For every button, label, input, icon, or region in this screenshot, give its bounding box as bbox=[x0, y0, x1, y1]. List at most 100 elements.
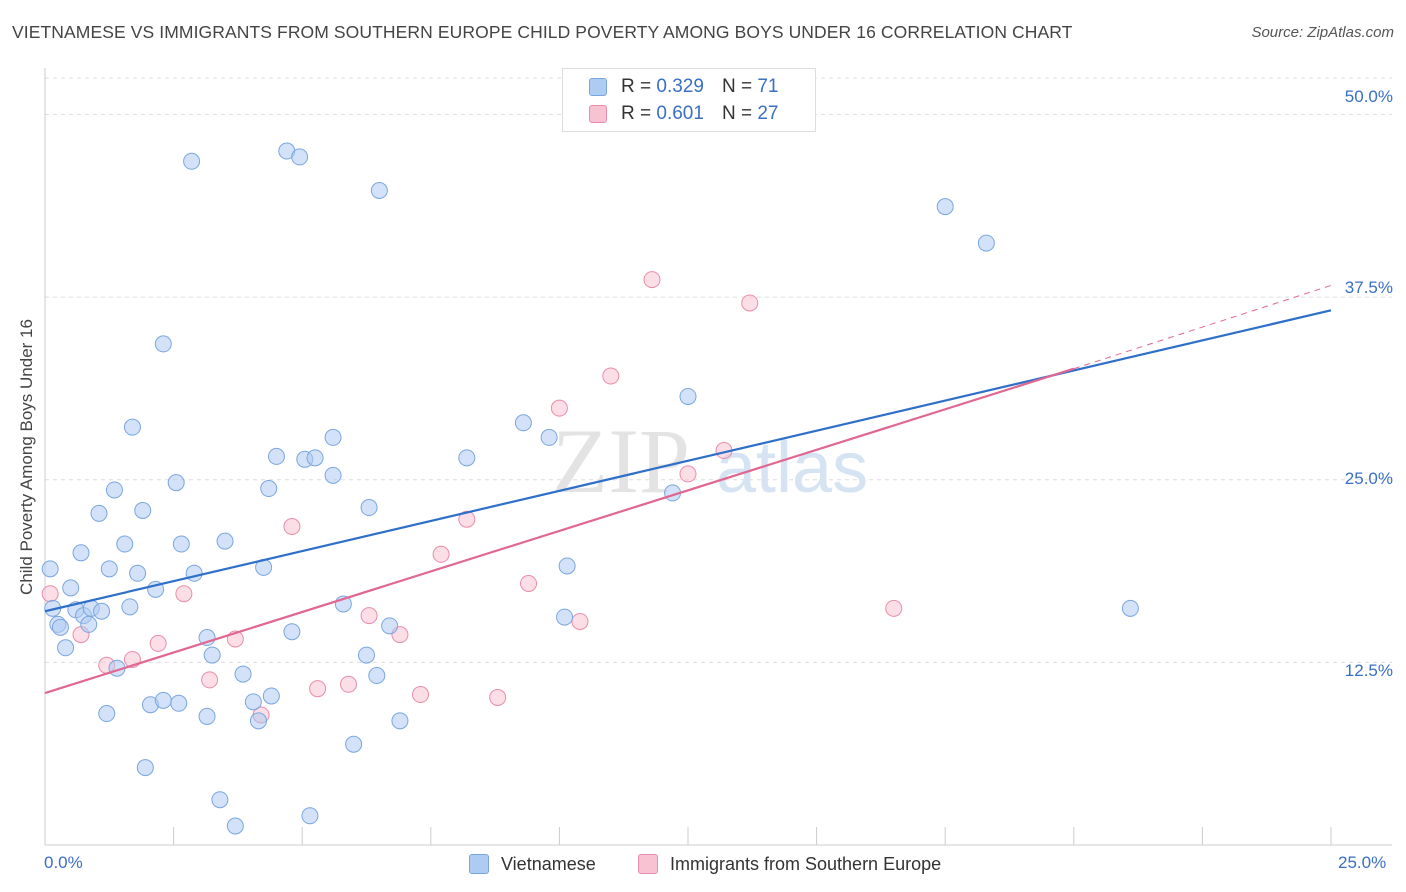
y-tick-label: 25.0% bbox=[1344, 469, 1393, 488]
data-point-immigrants bbox=[885, 599, 903, 617]
legend-n-label: N = bbox=[721, 103, 753, 124]
data-point-vietnamese bbox=[183, 152, 201, 170]
data-point-vietnamese bbox=[306, 449, 324, 467]
data-point-vietnamese bbox=[121, 598, 139, 616]
bottom-legend-label: Immigrants from Southern Europe bbox=[670, 853, 942, 874]
chart-title: VIETNAMESE VS IMMIGRANTS FROM SOUTHERN E… bbox=[12, 22, 1073, 42]
data-point-vietnamese bbox=[41, 560, 59, 578]
data-point-vietnamese bbox=[324, 466, 342, 484]
axes bbox=[44, 68, 1392, 846]
data-point-vietnamese bbox=[93, 602, 111, 620]
data-point-immigrants bbox=[339, 675, 357, 693]
data-point-vietnamese bbox=[62, 579, 80, 597]
bottom-legend-label: Vietnamese bbox=[501, 853, 596, 874]
data-point-vietnamese bbox=[368, 667, 386, 685]
data-point-vietnamese bbox=[291, 148, 309, 166]
bottom-legend-swatch-pink bbox=[638, 854, 658, 874]
data-point-vietnamese bbox=[458, 449, 476, 467]
legend-r-label: R = bbox=[621, 103, 652, 124]
data-point-vietnamese bbox=[324, 428, 342, 446]
data-point-immigrants bbox=[149, 634, 167, 652]
data-point-immigrants bbox=[602, 367, 620, 385]
x-tick-label-min: 0.0% bbox=[44, 853, 83, 872]
data-point-vietnamese bbox=[167, 474, 185, 492]
data-point-vietnamese bbox=[249, 712, 267, 730]
data-point-immigrants bbox=[458, 510, 476, 528]
data-point-immigrants bbox=[41, 585, 59, 603]
data-point-vietnamese bbox=[211, 791, 229, 809]
bottom-legend-immigrants: Immigrants from Southern Europe bbox=[638, 852, 941, 876]
data-point-vietnamese bbox=[129, 564, 147, 582]
legend-n-value: 27 bbox=[757, 103, 779, 124]
data-point-immigrants bbox=[175, 585, 193, 603]
data-point-immigrants bbox=[309, 680, 327, 698]
data-point-vietnamese bbox=[216, 532, 234, 550]
data-point-vietnamese bbox=[556, 608, 574, 626]
data-point-vietnamese bbox=[72, 544, 90, 562]
legend-row-immigrants: R = 0.601 N = 27 bbox=[589, 102, 778, 126]
y-tick-label: 12.5% bbox=[1344, 661, 1393, 680]
data-point-vietnamese bbox=[936, 198, 954, 216]
data-point-vietnamese bbox=[345, 735, 363, 753]
data-point-vietnamese bbox=[283, 623, 301, 641]
data-point-vietnamese bbox=[260, 480, 278, 498]
legend-n-label: N = bbox=[721, 76, 753, 97]
data-point-vietnamese bbox=[134, 501, 152, 519]
data-point-vietnamese bbox=[244, 693, 262, 711]
data-point-vietnamese bbox=[198, 707, 216, 725]
legend-swatch-pink bbox=[589, 105, 607, 123]
data-point-vietnamese bbox=[360, 499, 378, 517]
legend: R = 0.329 N = 71 R = 0.601 N = 27 bbox=[562, 68, 816, 132]
data-point-vietnamese bbox=[370, 181, 388, 199]
legend-r-value: 0.601 bbox=[656, 103, 704, 124]
data-point-immigrants bbox=[741, 294, 759, 312]
data-point-immigrants bbox=[489, 688, 507, 706]
data-point-vietnamese bbox=[123, 418, 141, 436]
legend-n-value: 71 bbox=[757, 76, 779, 97]
trend-line-immigrants-extension bbox=[1073, 284, 1332, 370]
data-point-vietnamese bbox=[154, 335, 172, 353]
y-tick-label: 37.5% bbox=[1344, 278, 1393, 297]
data-point-immigrants bbox=[412, 686, 430, 704]
legend-r-label: R = bbox=[621, 76, 652, 97]
grid-lines bbox=[45, 77, 1392, 663]
data-point-vietnamese bbox=[226, 817, 244, 835]
data-point-immigrants bbox=[360, 607, 378, 625]
trend-lines bbox=[44, 284, 1332, 695]
data-point-vietnamese bbox=[154, 691, 172, 709]
data-point-vietnamese bbox=[136, 759, 154, 777]
data-point-vietnamese bbox=[172, 535, 190, 553]
legend-row-vietnamese: R = 0.329 N = 71 bbox=[589, 75, 778, 99]
data-point-vietnamese bbox=[203, 646, 221, 664]
data-point-vietnamese bbox=[540, 428, 558, 446]
data-point-vietnamese bbox=[267, 447, 285, 465]
data-point-vietnamese bbox=[1121, 599, 1139, 617]
legend-swatch-blue bbox=[589, 78, 607, 96]
data-point-vietnamese bbox=[262, 687, 280, 705]
x-tick-label-max: 25.0% bbox=[1338, 853, 1387, 872]
data-point-vietnamese bbox=[391, 712, 409, 730]
data-point-immigrants bbox=[432, 545, 450, 563]
data-point-immigrants bbox=[571, 612, 589, 630]
data-point-immigrants bbox=[643, 271, 661, 289]
bottom-legend-vietnamese: Vietnamese bbox=[469, 852, 596, 876]
data-point-immigrants bbox=[679, 465, 697, 483]
data-point-vietnamese bbox=[116, 535, 134, 553]
data-point-vietnamese bbox=[98, 705, 116, 723]
y-tick-label: 50.0% bbox=[1344, 87, 1393, 106]
source-label: Source: ZipAtlas.com bbox=[1251, 24, 1394, 41]
data-point-vietnamese bbox=[514, 414, 532, 432]
data-point-immigrants bbox=[201, 671, 219, 689]
data-point-immigrants bbox=[283, 518, 301, 536]
data-point-vietnamese bbox=[51, 618, 69, 636]
watermark: ZIP atlas bbox=[552, 410, 868, 512]
data-point-vietnamese bbox=[301, 807, 319, 825]
data-point-vietnamese bbox=[185, 564, 203, 582]
data-point-vietnamese bbox=[105, 481, 123, 499]
y-axis-label: Child Poverty Among Boys Under 16 bbox=[17, 319, 36, 595]
data-point-vietnamese bbox=[234, 665, 252, 683]
data-point-vietnamese bbox=[57, 639, 75, 657]
trend-line-immigrants bbox=[44, 367, 1075, 695]
data-point-vietnamese bbox=[977, 234, 995, 252]
